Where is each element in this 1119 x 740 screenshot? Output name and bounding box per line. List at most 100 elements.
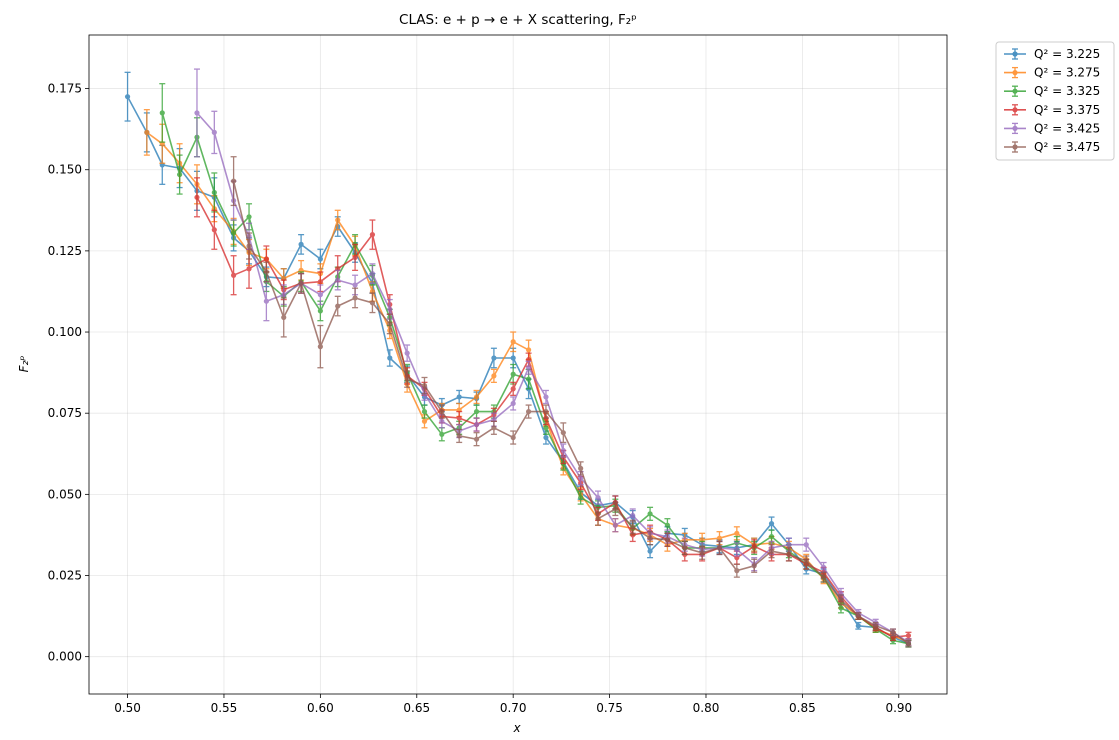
data-point [647, 548, 653, 554]
data-point [231, 178, 237, 184]
legend-entry [1004, 122, 1026, 135]
data-point [387, 321, 393, 327]
data-point [369, 232, 376, 238]
data-point [578, 494, 584, 501]
data-point [905, 641, 912, 647]
legend: Q² = 3.225 Q² = 3.275 Q² = 3.325 Q² = 3.375… [995, 41, 1115, 161]
data-point [682, 545, 688, 551]
data-point [786, 551, 792, 558]
data-point [387, 355, 393, 361]
data-point [194, 194, 200, 200]
data-point [317, 292, 323, 298]
y-axis-label: F₂ᵖ [17, 356, 31, 373]
data-point [612, 522, 618, 528]
x-tick-label: 0.80 [693, 701, 720, 715]
y-tick-label: 0.025 [48, 569, 82, 583]
data-point [510, 434, 516, 441]
y-tick-label: 0.150 [48, 163, 82, 177]
data-point [768, 548, 775, 554]
data-point [734, 530, 740, 536]
data-point [578, 465, 584, 471]
data-point [211, 129, 217, 135]
x-tick-label: 0.50 [114, 701, 141, 715]
data-point [263, 269, 269, 275]
data-point [124, 94, 131, 100]
data-point [335, 277, 341, 283]
data-point [734, 546, 740, 553]
data-point [231, 272, 237, 278]
data-point [491, 425, 497, 431]
data-point [855, 623, 861, 629]
data-point [231, 230, 237, 236]
y-tick-label: 0.075 [48, 406, 82, 420]
data-point [595, 516, 601, 522]
legend-label: Q² = 3.375 [1034, 103, 1100, 117]
legend-box [995, 41, 1115, 161]
data-point [421, 408, 428, 415]
data-point [510, 339, 516, 345]
series-6 [230, 156, 912, 648]
data-point [595, 494, 601, 501]
data-point [246, 266, 252, 272]
data-point [211, 189, 217, 196]
data-point [526, 408, 532, 415]
data-point [543, 425, 549, 431]
x-tick-label: 0.85 [789, 701, 816, 715]
data-point [352, 254, 358, 260]
series-line [161, 112, 909, 645]
data-point [543, 408, 549, 415]
data-point [510, 371, 516, 377]
data-point [647, 511, 653, 517]
data-point [510, 386, 516, 392]
legend-label: Q² = 3.325 [1034, 84, 1100, 98]
data-point [526, 376, 532, 382]
legend-marker [1012, 144, 1018, 150]
legend-entry [1004, 104, 1026, 116]
data-point [159, 110, 165, 116]
data-point [473, 408, 480, 415]
data-point [298, 280, 304, 286]
data-point [177, 171, 183, 178]
x-tick-label: 0.55 [211, 701, 238, 715]
data-point [404, 376, 410, 382]
data-point [821, 564, 827, 570]
axes: 0.50 0.55 0.60 0.65 0.70 0.75 0.80 0.85 0.90 0.00… [48, 34, 948, 715]
data-point [473, 421, 480, 428]
data-point [543, 394, 549, 400]
data-point [194, 110, 200, 116]
data-point [352, 295, 358, 301]
data-point [890, 629, 896, 635]
x-axis-label: x [512, 721, 521, 735]
data-point [473, 394, 480, 400]
data-point [491, 373, 497, 379]
data-point [838, 605, 844, 611]
data-point [543, 434, 549, 441]
data-point [803, 558, 809, 564]
data-point [456, 433, 462, 439]
grid [89, 35, 947, 694]
x-tick-label: 0.70 [500, 701, 527, 715]
data-point [317, 344, 323, 350]
data-point [404, 350, 410, 356]
data-point [803, 542, 809, 548]
data-point [905, 632, 912, 639]
legend-entry [1004, 66, 1026, 79]
x-tick-label: 0.90 [885, 701, 912, 715]
series-line [232, 180, 909, 645]
data-point [317, 279, 323, 285]
data-point [838, 597, 844, 603]
data-point [263, 256, 269, 262]
legend-marker [1012, 107, 1018, 113]
data-point [144, 129, 150, 135]
data-point [456, 415, 462, 421]
data-point [421, 418, 428, 424]
y-tick-label: 0.100 [48, 325, 82, 339]
data-point [699, 550, 705, 556]
data-point [439, 418, 445, 424]
legend-entry [1004, 48, 1026, 60]
legend-marker [1012, 125, 1018, 131]
data-point [317, 308, 323, 314]
data-point [647, 535, 653, 541]
data-point [335, 217, 341, 223]
